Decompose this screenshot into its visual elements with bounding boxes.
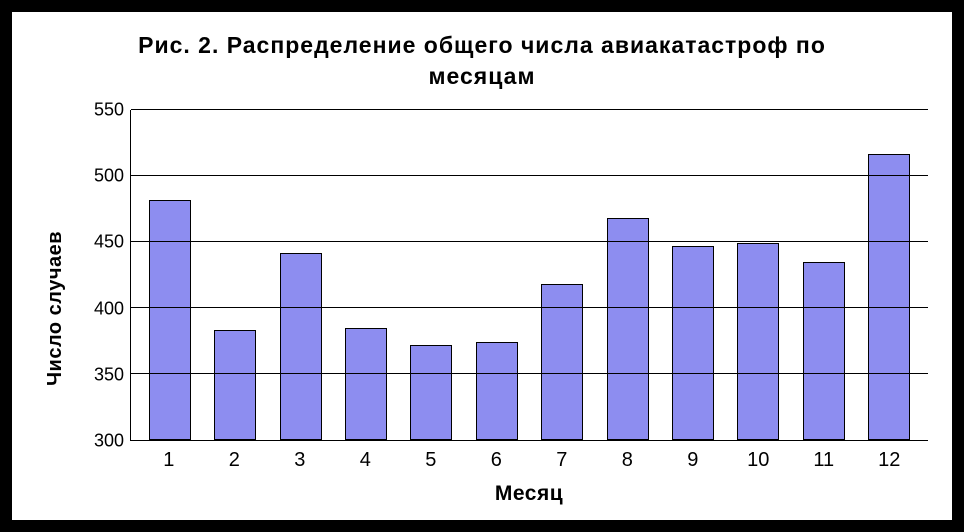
y-tick-label: 350 bbox=[94, 364, 124, 385]
chart-title-line1: Рис. 2. Распределение общего числа авиак… bbox=[36, 30, 928, 61]
y-tick-label: 300 bbox=[94, 431, 124, 452]
x-label-row: Месяц bbox=[76, 482, 928, 506]
bar bbox=[868, 154, 910, 440]
chart-title: Рис. 2. Распределение общего числа авиак… bbox=[36, 30, 928, 92]
y-axis-ticks: 300350400450500550 bbox=[76, 110, 130, 441]
bars-container bbox=[131, 110, 928, 440]
gridline bbox=[131, 175, 928, 176]
x-axis-ticks: 123456789101112 bbox=[130, 449, 928, 472]
x-tick-label: 4 bbox=[344, 449, 386, 472]
bar bbox=[280, 253, 322, 440]
y-axis-label: Число случаев bbox=[45, 231, 68, 386]
x-tick-label: 9 bbox=[672, 449, 714, 472]
x-tick-label: 11 bbox=[803, 449, 845, 472]
y-tick-label: 500 bbox=[94, 166, 124, 187]
gridline bbox=[131, 307, 928, 308]
bar bbox=[803, 262, 845, 440]
plot-column: 300350400450500550 123456789101112 Месяц bbox=[76, 110, 928, 506]
plot-area bbox=[130, 110, 928, 441]
chart-title-line2: месяцам bbox=[36, 61, 928, 92]
x-tick-label: 7 bbox=[541, 449, 583, 472]
x-tick-label: 2 bbox=[213, 449, 255, 472]
x-tick-label: 10 bbox=[737, 449, 779, 472]
gridline bbox=[131, 109, 928, 110]
bar bbox=[214, 330, 256, 440]
y-tick-label: 450 bbox=[94, 232, 124, 253]
plot-row: 300350400450500550 bbox=[76, 110, 928, 441]
x-ticks-row: 123456789101112 bbox=[76, 449, 928, 472]
bar bbox=[410, 345, 452, 440]
x-axis-label: Месяц bbox=[130, 482, 928, 506]
y-tick-label: 400 bbox=[94, 298, 124, 319]
y-axis-label-wrap: Число случаев bbox=[36, 110, 76, 506]
y-tick-label: 550 bbox=[94, 100, 124, 121]
gridline bbox=[131, 373, 928, 374]
bar bbox=[476, 342, 518, 440]
bar bbox=[345, 328, 387, 440]
x-tick-label: 12 bbox=[868, 449, 910, 472]
chart-body: Число случаев 300350400450500550 1234567… bbox=[36, 110, 928, 506]
bar bbox=[149, 200, 191, 440]
chart-frame: Рис. 2. Распределение общего числа авиак… bbox=[12, 12, 952, 520]
x-tick-label: 3 bbox=[279, 449, 321, 472]
bar bbox=[607, 218, 649, 440]
x-tick-label: 5 bbox=[410, 449, 452, 472]
x-tick-label: 8 bbox=[606, 449, 648, 472]
bar bbox=[737, 243, 779, 440]
x-tick-label: 6 bbox=[475, 449, 517, 472]
x-tick-label: 1 bbox=[148, 449, 190, 472]
x-ticks-spacer bbox=[76, 449, 130, 472]
x-label-spacer bbox=[76, 482, 130, 506]
bar bbox=[672, 246, 714, 440]
gridline bbox=[131, 241, 928, 242]
